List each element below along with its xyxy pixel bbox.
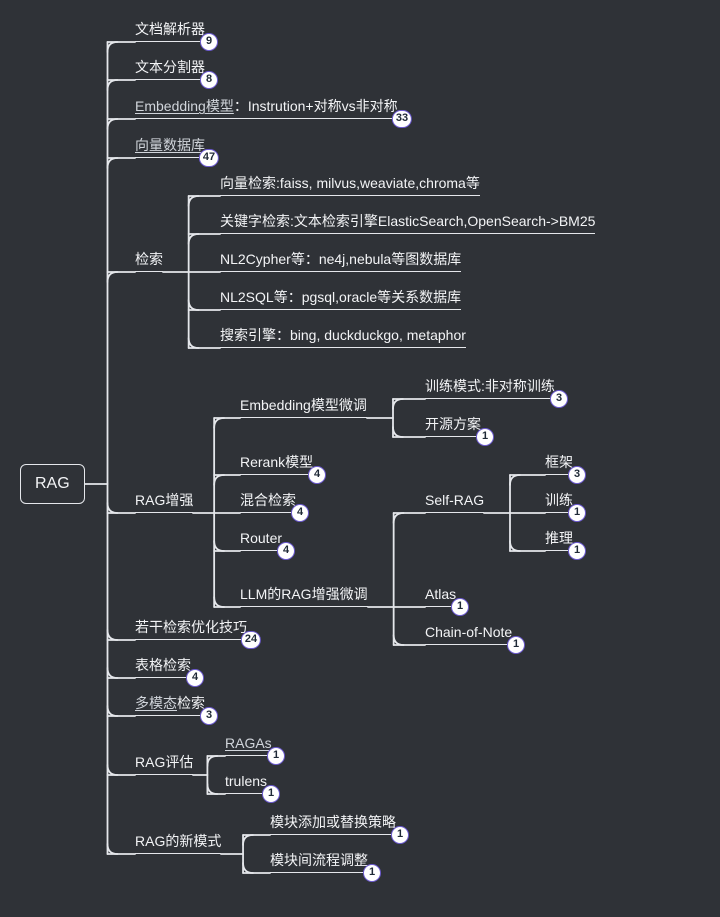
badge-n1: 9	[200, 33, 218, 51]
badge-n6e2: 1	[451, 598, 469, 616]
node-n5b[interactable]: 关键字检索:文本检索引擎ElasticSearch,OpenSearch->BM…	[220, 212, 595, 234]
node-n6c[interactable]: 混合检索	[240, 491, 296, 513]
node-n10[interactable]: RAG评估	[135, 753, 193, 775]
badge-n7: 24	[241, 631, 261, 649]
node-n5c[interactable]: NL2Cypher等：ne4j,nebula等图数据库	[220, 250, 461, 272]
badge-n3: 33	[392, 110, 412, 128]
mindmap-canvas: RAG 文档解析器文本分割器 Embedding模型：Instrution+对称vs…	[0, 0, 720, 917]
node-n9[interactable]: 多模态检索	[135, 694, 205, 716]
node-n6a2[interactable]: 开源方案	[425, 415, 481, 437]
badge-n9: 3	[200, 707, 218, 725]
badge-n6d: 4	[277, 542, 295, 560]
node-n1[interactable]: 文档解析器	[135, 20, 205, 42]
node-n3[interactable]: Embedding模型：Instrution+对称vs非对称	[135, 97, 398, 119]
node-n6e1[interactable]: Self-RAG	[425, 491, 484, 513]
node-n5[interactable]: 检索	[135, 250, 163, 272]
node-n6a1[interactable]: 训练模式:非对称训练	[425, 377, 555, 399]
node-n10a[interactable]: RAGAs	[225, 734, 272, 756]
badge-n11b: 1	[363, 864, 381, 882]
node-n6b[interactable]: Rerank模型	[240, 453, 313, 475]
connector-layer	[0, 0, 720, 917]
badge-n2: 8	[200, 71, 218, 89]
node-n6e3[interactable]: Chain-of-Note	[425, 623, 512, 645]
badge-n6a1: 3	[550, 390, 568, 408]
node-n6a[interactable]: Embedding模型微调	[240, 396, 367, 418]
node-n10b[interactable]: trulens	[225, 772, 267, 794]
node-n6d[interactable]: Router	[240, 529, 282, 551]
badge-n6e1c: 1	[568, 542, 586, 560]
badge-n6b: 4	[308, 466, 326, 484]
node-n5d[interactable]: NL2SQL等：pgsql,oracle等关系数据库	[220, 288, 461, 310]
badge-n6e1b: 1	[568, 504, 586, 522]
node-n6e[interactable]: LLM的RAG增强微调	[240, 585, 368, 607]
node-n5e[interactable]: 搜索引擎：bing, duckduckgo, metaphor	[220, 326, 466, 348]
badge-n8: 4	[186, 669, 204, 687]
badge-n10b: 1	[262, 785, 280, 803]
badge-n6c: 4	[291, 504, 309, 522]
node-n5a[interactable]: 向量检索:faiss, milvus,weaviate,chroma等	[220, 174, 480, 196]
badge-n6e3: 1	[507, 636, 525, 654]
node-n11[interactable]: RAG的新模式	[135, 832, 221, 854]
node-n6[interactable]: RAG增强	[135, 491, 193, 513]
node-n4[interactable]: 向量数据库	[135, 136, 205, 158]
node-n2[interactable]: 文本分割器	[135, 58, 205, 80]
node-n7[interactable]: 若干检索优化技巧	[135, 618, 247, 640]
badge-n11a: 1	[391, 826, 409, 844]
badge-n6a2: 1	[476, 428, 494, 446]
node-n11b[interactable]: 模块间流程调整	[270, 851, 368, 873]
badge-n6e1a: 3	[568, 466, 586, 484]
node-n11a[interactable]: 模块添加或替换策略	[270, 813, 396, 835]
node-root[interactable]: RAG	[20, 464, 85, 504]
badge-n10a: 1	[267, 747, 285, 765]
node-n8[interactable]: 表格检索	[135, 656, 191, 678]
badge-n4: 47	[199, 149, 219, 167]
